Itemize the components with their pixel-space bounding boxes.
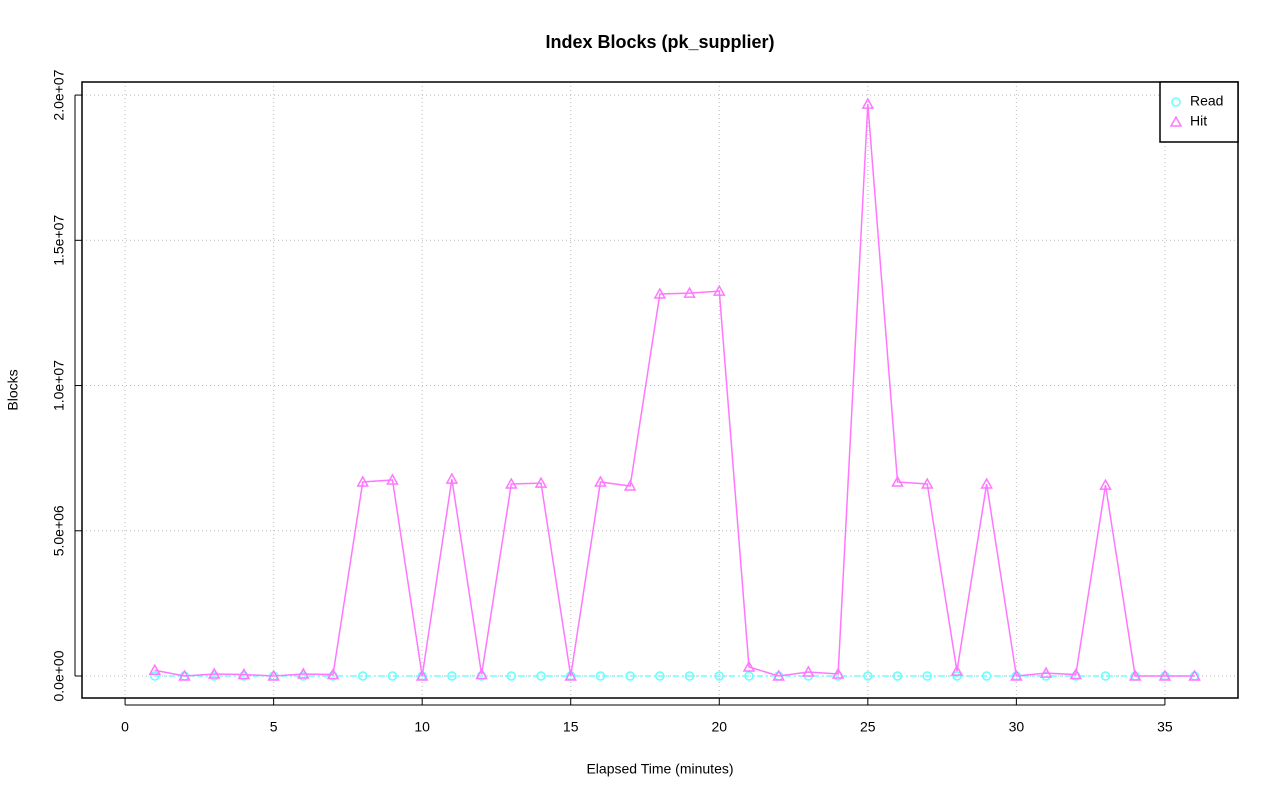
legend-label: Read xyxy=(1190,93,1223,109)
point xyxy=(594,475,607,487)
point xyxy=(683,286,696,298)
legend-label: Hit xyxy=(1190,113,1207,129)
x-tick-label: 25 xyxy=(860,719,876,735)
point xyxy=(386,473,399,485)
y-tick-label: 0.0e+00 xyxy=(51,650,67,701)
series-line xyxy=(154,104,1195,677)
point xyxy=(505,477,518,489)
point xyxy=(595,671,606,681)
point xyxy=(148,663,162,675)
point xyxy=(475,668,488,680)
point xyxy=(506,671,517,681)
point xyxy=(653,287,667,299)
point xyxy=(920,477,934,489)
legend-marker xyxy=(1169,115,1183,127)
point xyxy=(952,671,962,681)
point xyxy=(950,664,964,676)
point xyxy=(447,671,457,681)
y-tick-label: 1.5e+07 xyxy=(51,215,67,266)
chart-title: Index Blocks (pk_supplier) xyxy=(545,32,774,52)
point xyxy=(1188,669,1201,681)
point xyxy=(178,669,191,681)
x-tick-label: 15 xyxy=(563,719,579,735)
point xyxy=(1069,668,1083,680)
point xyxy=(684,671,695,681)
point xyxy=(534,476,548,488)
point xyxy=(892,671,903,681)
point xyxy=(358,671,368,681)
point xyxy=(714,671,725,681)
point xyxy=(445,472,459,484)
point xyxy=(150,671,160,681)
point xyxy=(831,667,845,679)
x-tick-label: 30 xyxy=(1009,719,1025,735)
point xyxy=(922,671,932,681)
point xyxy=(207,667,221,679)
plot-frame xyxy=(81,81,1239,699)
y-tick-label: 1.0e+07 xyxy=(51,360,67,411)
point xyxy=(980,477,993,489)
point xyxy=(891,475,904,487)
point xyxy=(1100,671,1111,681)
point xyxy=(536,671,546,681)
point xyxy=(861,97,875,109)
point xyxy=(237,668,251,680)
point xyxy=(712,284,726,296)
legend-box xyxy=(1159,81,1239,143)
point xyxy=(772,669,785,681)
point xyxy=(655,671,665,681)
y-tick-label: 2.0e+07 xyxy=(51,69,67,120)
point xyxy=(742,660,756,672)
point xyxy=(802,665,815,677)
x-tick-label: 10 xyxy=(414,719,430,735)
y-axis-title: Blocks xyxy=(5,369,21,410)
point xyxy=(1158,669,1172,681)
point xyxy=(297,667,310,679)
x-tick-label: 0 xyxy=(121,719,129,735)
point xyxy=(267,669,280,681)
x-tick-label: 5 xyxy=(270,719,278,735)
legend-marker xyxy=(1171,97,1181,107)
point xyxy=(326,668,340,680)
x-tick-label: 35 xyxy=(1157,719,1173,735)
point xyxy=(981,671,992,681)
point xyxy=(356,475,370,487)
point xyxy=(564,669,577,681)
y-tick-label: 5.0e+06 xyxy=(51,505,67,556)
point xyxy=(1010,669,1023,681)
point xyxy=(415,669,429,681)
point xyxy=(1039,666,1053,678)
point xyxy=(387,671,398,681)
point xyxy=(744,671,754,681)
point xyxy=(623,479,637,491)
x-axis-title: Elapsed Time (minutes) xyxy=(586,761,733,777)
x-tick-label: 20 xyxy=(711,719,727,735)
point xyxy=(863,671,873,681)
point xyxy=(1128,669,1142,681)
point xyxy=(625,671,635,681)
point xyxy=(1099,478,1112,490)
